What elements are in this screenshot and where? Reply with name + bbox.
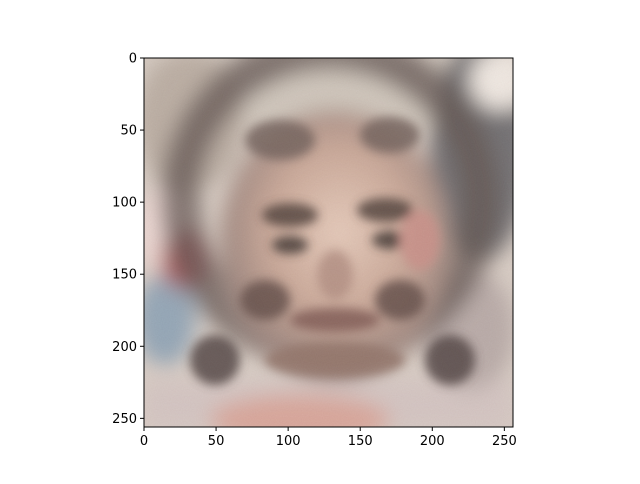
- x-tick-label: 100: [276, 434, 301, 449]
- x-tick-label: 250: [492, 434, 517, 449]
- y-tick-label: 250: [112, 412, 137, 427]
- y-tick-label: 50: [120, 124, 137, 139]
- y-tick-label: 0: [129, 52, 137, 67]
- x-tick-label: 50: [208, 434, 225, 449]
- y-tick-label: 150: [112, 268, 137, 283]
- y-tick-label: 200: [112, 340, 137, 355]
- y-axis: 0 50 100 150 200 250: [112, 52, 144, 427]
- x-tick-label: 200: [420, 434, 445, 449]
- y-tick-label: 100: [112, 196, 137, 211]
- image-area: [144, 58, 513, 427]
- x-tick-label: 150: [348, 434, 373, 449]
- axes-frame: [143, 57, 514, 428]
- x-tick-label: 0: [140, 434, 148, 449]
- x-axis: 0 50 100 150 200 250: [140, 427, 517, 449]
